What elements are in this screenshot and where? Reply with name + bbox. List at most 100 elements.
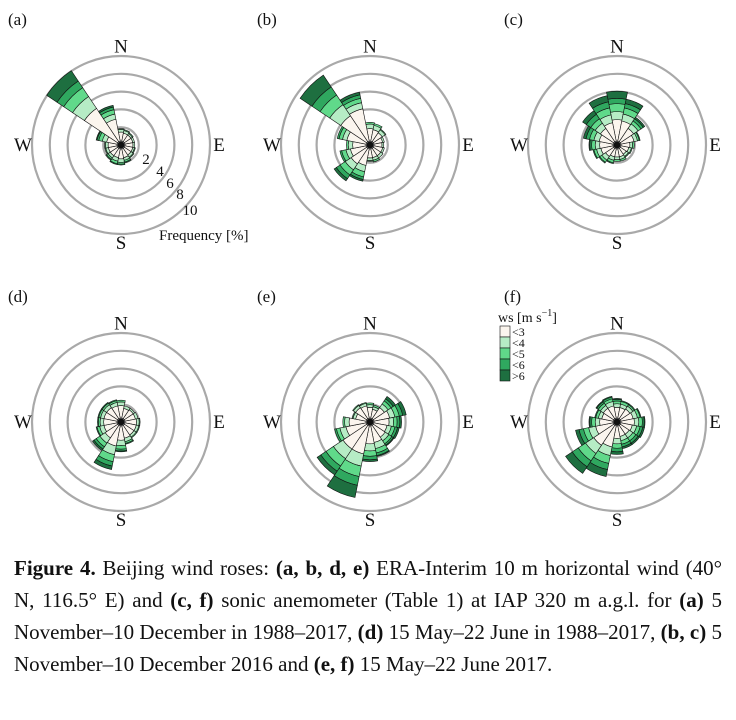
frequency-ring — [562, 367, 672, 477]
compass-north: N — [610, 314, 624, 335]
rose-sector-90-bin-3 — [138, 417, 141, 427]
compass-south: S — [116, 233, 127, 254]
frequency-ring — [30, 331, 212, 513]
rose-sector-0-bin-5 — [612, 398, 622, 401]
rose-sector-337.5-bin-5 — [588, 95, 609, 109]
frequency-ring — [526, 331, 708, 513]
compass-west: W — [263, 135, 281, 156]
rose-sector-0-bin-2 — [365, 123, 375, 130]
frequency-ring — [297, 72, 443, 218]
frequency-ring — [66, 90, 176, 200]
panel-label: (a) — [8, 10, 27, 29]
compass-west: W — [510, 135, 528, 156]
frequency-ring — [279, 331, 461, 513]
compass-north: N — [114, 314, 128, 335]
rose-sector-337.5-bin-5 — [602, 395, 613, 402]
rose-center — [117, 418, 125, 426]
legend-swatch — [499, 347, 511, 360]
rose-center — [117, 141, 125, 149]
rose-sector-112.5-bin-5 — [638, 426, 645, 438]
compass-west: W — [14, 412, 32, 433]
panel-label: (f) — [504, 287, 521, 306]
rose-sector-180-bin-2 — [117, 158, 125, 163]
wind-rose-2: (b) N E S W — [257, 10, 474, 254]
frequency-ring — [66, 367, 176, 477]
wind-rose-3: (c) N E S W — [504, 10, 721, 254]
rose-sector-45-bin-5 — [634, 116, 646, 128]
rose-sector-112.5-bin-5 — [392, 427, 400, 439]
rose-sector-247.5-bin-4 — [95, 426, 102, 437]
rose-sector-270-bin-5 — [588, 416, 591, 428]
rose-sector-247.5-bin-4 — [339, 150, 347, 163]
rose-sector-225-bin-5 — [333, 167, 348, 182]
rose-sector-0-bin-3 — [116, 399, 126, 403]
frequency-ring — [315, 367, 425, 477]
compass-south: S — [365, 233, 376, 254]
rose-sector-0-bin-3 — [365, 402, 375, 406]
ring-label: 2 — [142, 152, 150, 168]
rose-sector-202.5-bin-5 — [93, 458, 113, 470]
rose-center — [366, 141, 374, 149]
compass-south: S — [612, 233, 623, 254]
rose-sector-0-bin-5 — [606, 90, 628, 100]
rose-sector-225-bin-5 — [565, 451, 588, 474]
speed-legend: ws [m s−1] <3<4<5<6>6 — [498, 308, 557, 383]
rose-sector-90-bin-2 — [381, 141, 385, 149]
rose-sector-270-bin-3 — [346, 140, 349, 150]
compass-north: N — [363, 314, 377, 335]
rose-sector-315-bin-4 — [100, 401, 109, 410]
rose-sector-270-bin-3 — [591, 416, 596, 428]
wind-rose-4: (d) N E S W — [8, 287, 225, 531]
rose-sector-180-bin-3 — [362, 450, 378, 457]
rose-sector-22.5-bin-3 — [123, 129, 131, 134]
rose-sector-337.5-bin-4 — [107, 399, 118, 405]
rose-sector-315-bin-5 — [46, 70, 79, 103]
compass-east: E — [462, 412, 474, 433]
rose-sector-0-bin-3 — [117, 128, 125, 131]
legend-title: ws [m s−1] — [498, 308, 557, 326]
rose-sector-225-bin-4 — [105, 154, 112, 161]
legend-swatch — [499, 358, 511, 371]
panel-label: (d) — [8, 287, 28, 306]
frequency-ring — [333, 108, 407, 182]
rose-sector-157.5-bin-3 — [372, 157, 381, 163]
rose-sector-90-bin-5 — [398, 415, 402, 429]
panel-label: (c) — [504, 10, 523, 29]
rose-sector-270-bin-3 — [591, 139, 596, 151]
rose-sector-0-bin-2 — [116, 401, 126, 407]
rose-sector-90-bin-3 — [392, 416, 398, 428]
rose-sector-0-bin-2 — [613, 403, 621, 408]
frequency-ring — [30, 54, 212, 236]
rose-sector-270-bin-3 — [342, 416, 346, 428]
frequency-ring — [48, 349, 194, 495]
compass-north: N — [610, 37, 624, 58]
frequency-ring — [580, 385, 654, 459]
compass-north: N — [363, 37, 377, 58]
legend-label: <4 — [512, 336, 525, 350]
rose-center — [613, 141, 621, 149]
compass-south: S — [116, 510, 127, 531]
rose-sector-0-bin-4 — [607, 97, 627, 105]
compass-south: S — [365, 510, 376, 531]
frequency-ring — [297, 349, 443, 495]
legend-swatch — [499, 325, 511, 338]
rose-sector-90-bin-2 — [132, 141, 136, 149]
rose-sector-270-bin-3 — [104, 141, 107, 149]
panel-label: (b) — [257, 10, 277, 29]
rose-sector-247.5-bin-4 — [334, 428, 342, 443]
compass-east: E — [213, 135, 225, 156]
rose-sector-180-bin-2 — [612, 437, 622, 445]
rose-sector-180-bin-2 — [116, 439, 126, 446]
rose-sector-67.5-bin-5 — [397, 401, 407, 416]
rose-sector-180-bin-3 — [613, 159, 621, 162]
rose-sector-67.5-bin-2 — [380, 136, 385, 143]
figure-caption: Figure 4. Beijing wind roses: (a, b, d, … — [14, 556, 723, 676]
wind-rose-6: (f) N E S W — [504, 287, 721, 531]
rose-sector-270-bin-2 — [594, 140, 601, 150]
rose-center — [366, 418, 374, 426]
rose-sector-225-bin-5 — [316, 454, 338, 476]
rose-sector-315-bin-5 — [299, 74, 332, 107]
ring-label: 4 — [156, 164, 164, 180]
rose-sector-270-bin-2 — [344, 416, 350, 428]
